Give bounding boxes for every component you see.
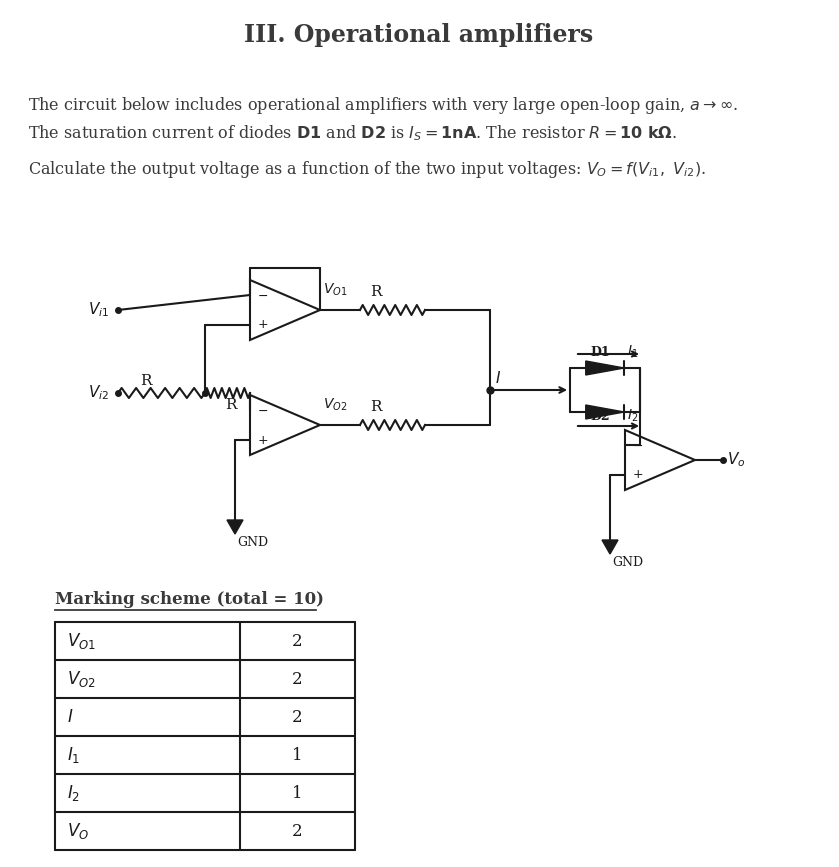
Text: $+$: $+$ <box>257 434 268 447</box>
Text: $V_{O2}$: $V_{O2}$ <box>67 669 96 689</box>
Text: 2: 2 <box>292 823 303 839</box>
Text: R: R <box>370 400 382 414</box>
Text: The circuit below includes operational amplifiers with very large open-loop gain: The circuit below includes operational a… <box>28 95 738 115</box>
Text: 2: 2 <box>292 633 303 649</box>
Text: GND: GND <box>237 536 268 549</box>
Text: $-$: $-$ <box>632 439 644 452</box>
Text: R: R <box>370 285 382 299</box>
Polygon shape <box>227 520 243 534</box>
Text: $V_O$: $V_O$ <box>67 821 89 841</box>
Polygon shape <box>586 405 624 419</box>
Text: $V_{O2}$: $V_{O2}$ <box>323 397 347 414</box>
Text: $I$: $I$ <box>67 708 74 726</box>
Polygon shape <box>586 361 624 375</box>
Text: $I_1$: $I_1$ <box>67 745 81 765</box>
Text: $I_2$: $I_2$ <box>627 407 638 424</box>
Text: R: R <box>140 374 152 388</box>
Text: $V_{O1}$: $V_{O1}$ <box>67 631 96 651</box>
Text: D1: D1 <box>590 346 610 358</box>
Text: $V_{O1}$: $V_{O1}$ <box>323 282 347 298</box>
Text: $I$: $I$ <box>495 370 501 386</box>
Text: 2: 2 <box>292 708 303 726</box>
Text: $I_1$: $I_1$ <box>627 344 638 360</box>
Text: 1: 1 <box>292 746 303 764</box>
Text: Marking scheme (total = 10): Marking scheme (total = 10) <box>55 591 324 609</box>
Text: R: R <box>225 398 237 412</box>
Text: D2: D2 <box>590 409 610 422</box>
Text: $-$: $-$ <box>257 403 268 416</box>
Text: $-$: $-$ <box>257 289 268 302</box>
Text: $V_o$: $V_o$ <box>727 451 745 469</box>
Text: $+$: $+$ <box>257 318 268 331</box>
Text: $+$: $+$ <box>632 468 644 481</box>
Text: $V_{i1}$: $V_{i1}$ <box>88 301 109 319</box>
Text: $I_2$: $I_2$ <box>67 783 81 803</box>
Text: $V_{i2}$: $V_{i2}$ <box>88 384 109 402</box>
Text: III. Operational amplifiers: III. Operational amplifiers <box>244 23 594 47</box>
Text: 1: 1 <box>292 785 303 801</box>
Text: The saturation current of diodes $\mathbf{D1}$ and $\mathbf{D2}$ is $I_S = \math: The saturation current of diodes $\mathb… <box>28 123 677 143</box>
Text: 2: 2 <box>292 670 303 688</box>
Text: Calculate the output voltage as a function of the two input voltages: $V_O = f(V: Calculate the output voltage as a functi… <box>28 160 706 180</box>
Text: GND: GND <box>612 556 644 569</box>
Polygon shape <box>602 540 618 554</box>
